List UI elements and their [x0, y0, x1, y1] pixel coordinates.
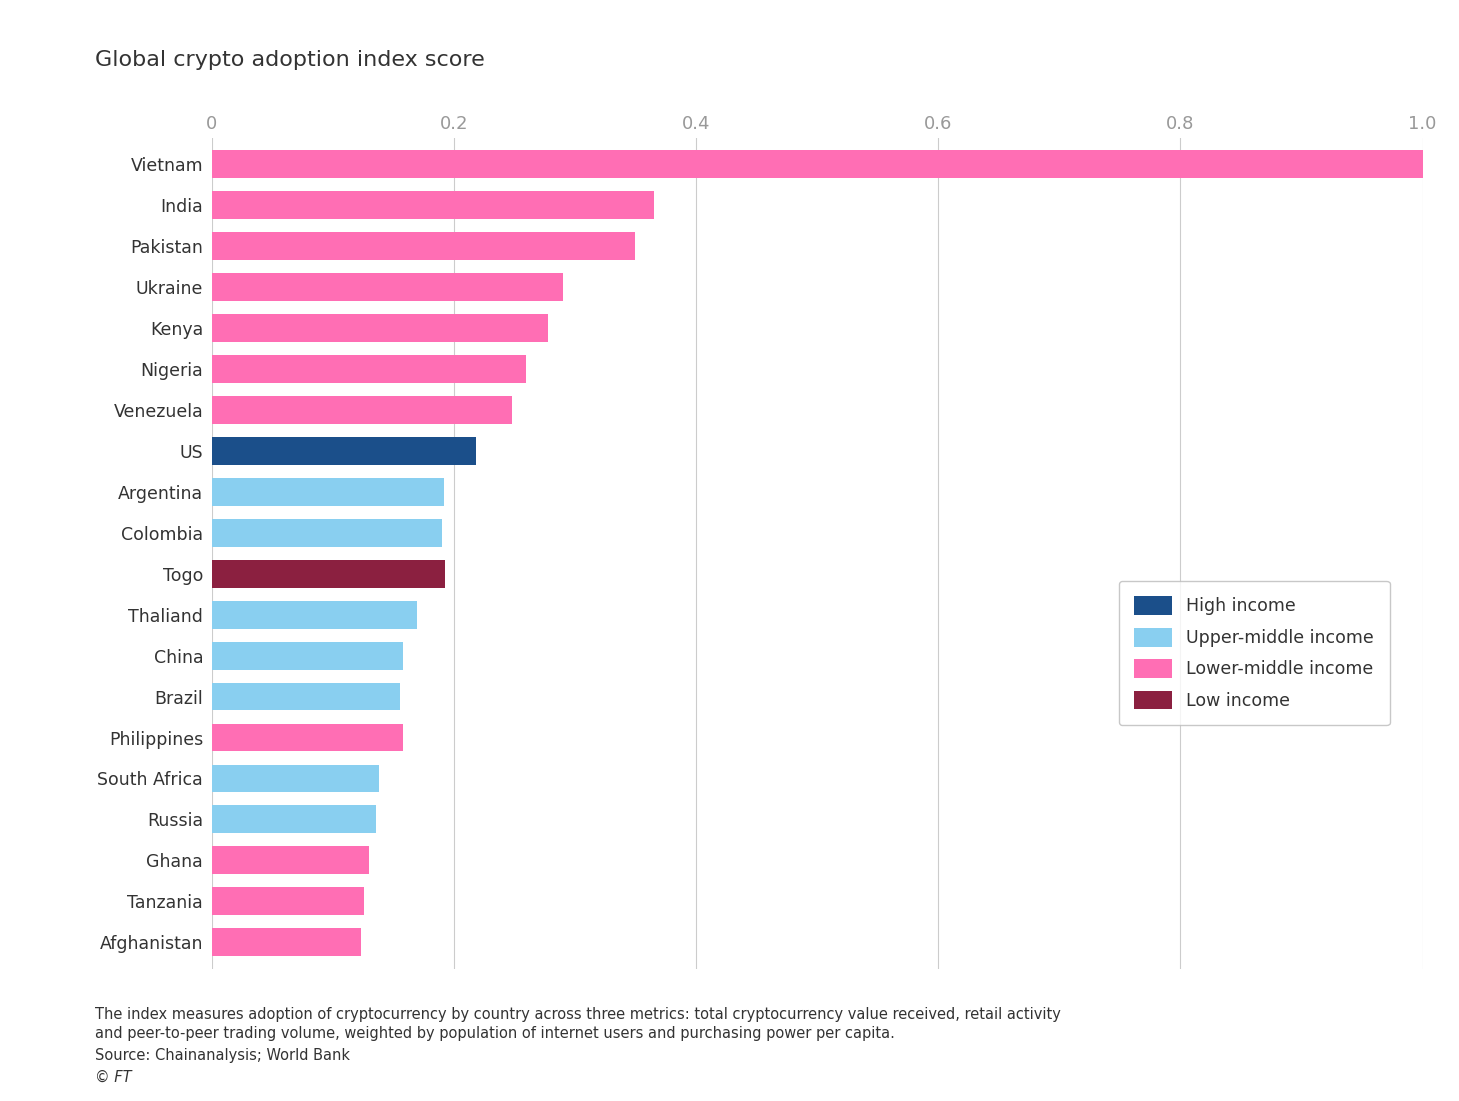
Bar	[212, 437, 476, 465]
Bar	[212, 232, 635, 260]
Text: The index measures adoption of cryptocurrency by country across three metrics: t: The index measures adoption of cryptocur…	[95, 1007, 1061, 1023]
Bar	[212, 559, 445, 588]
Text: and peer-to-peer trading volume, weighted by population of internet users and pu: and peer-to-peer trading volume, weighte…	[95, 1026, 894, 1042]
Legend: High income, Upper-middle income, Lower-middle income, Low income: High income, Upper-middle income, Lower-…	[1119, 580, 1389, 726]
Bar	[212, 192, 654, 219]
Text: Source: Chainanalysis; World Bank: Source: Chainanalysis; World Bank	[95, 1048, 350, 1064]
Bar	[212, 601, 417, 629]
Bar	[212, 151, 1423, 178]
Bar	[212, 355, 527, 383]
Bar	[212, 519, 442, 547]
Bar	[212, 273, 563, 301]
Bar	[212, 764, 379, 793]
Bar	[212, 806, 376, 833]
Bar	[212, 928, 360, 956]
Bar	[212, 887, 365, 915]
Bar	[212, 723, 403, 752]
Bar	[212, 847, 369, 874]
Bar	[212, 396, 512, 424]
Text: Global crypto adoption index score: Global crypto adoption index score	[95, 50, 484, 69]
Bar	[212, 683, 400, 710]
Bar	[212, 478, 444, 505]
Bar	[212, 642, 403, 669]
Bar	[212, 314, 549, 342]
Text: © FT: © FT	[95, 1070, 131, 1086]
